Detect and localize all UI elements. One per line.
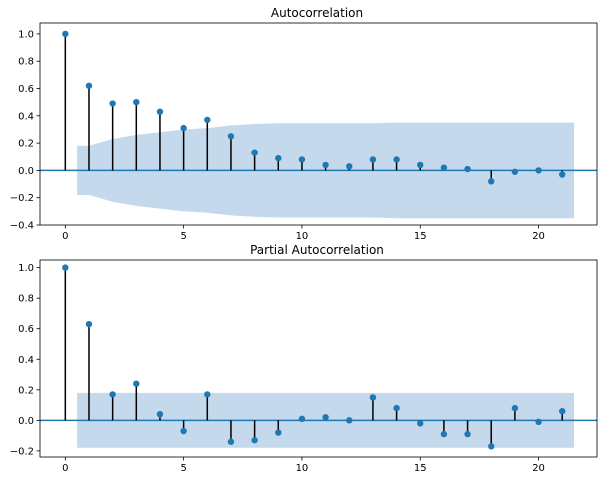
autocorrelation-point-lag-21 bbox=[559, 171, 566, 178]
partial-autocorrelation-point-lag-10 bbox=[298, 415, 306, 423]
partial-autocorrelation-panel: Partial Autocorrelation 0 5 10 15 20 −0.2 0.0… bbox=[10, 243, 598, 474]
partial-autocorrelation-y-tick-label-3: 0.4 bbox=[18, 355, 34, 366]
autocorrelation-y-tick-label-6: 0.8 bbox=[18, 57, 34, 68]
autocorrelation-point-lag-19 bbox=[511, 168, 519, 175]
autocorrelation-point-lag-7 bbox=[227, 133, 235, 140]
autocorrelation-x-tick-label-15: 15 bbox=[414, 231, 427, 242]
autocorrelation-point-lag-5 bbox=[180, 124, 187, 132]
autocorrelation-point-lag-2 bbox=[109, 100, 116, 107]
partial-autocorrelation-point-lag-11 bbox=[322, 414, 329, 421]
partial-autocorrelation-point-lag-1 bbox=[85, 320, 93, 328]
autocorrelation-point-lag-6 bbox=[204, 116, 211, 124]
autocorrelation-panel: Autocorrelation 0 5 10 15 20 −0.4 −0.2 0.0 0.2 0… bbox=[10, 6, 598, 242]
partial-autocorrelation-y-tick-label-0: −0.2 bbox=[10, 446, 34, 457]
partial-autocorrelation-point-lag-9 bbox=[275, 429, 282, 436]
partial-autocorrelation-y-tick-label-5: 0.8 bbox=[18, 294, 34, 305]
partial-autocorrelation-x-tick-label-0: 0 bbox=[62, 463, 68, 474]
autocorrelation-point-lag-13 bbox=[369, 156, 377, 163]
partial-autocorrelation-point-lag-21 bbox=[559, 407, 566, 415]
partial-autocorrelation-point-lag-3 bbox=[133, 380, 140, 387]
autocorrelation-point-lag-4 bbox=[156, 108, 164, 115]
partial-autocorrelation-x-ticks: 0 5 10 15 20 bbox=[62, 457, 545, 474]
autocorrelation-x-tick-label-0: 0 bbox=[62, 231, 68, 242]
autocorrelation-y-tick-label-3: 0.2 bbox=[18, 139, 34, 150]
autocorrelation-point-lag-20 bbox=[535, 167, 542, 174]
partial-autocorrelation-stems bbox=[64, 267, 563, 447]
autocorrelation-x-tick-label-10: 10 bbox=[296, 231, 309, 242]
partial-autocorrelation-title: Partial Autocorrelation bbox=[250, 243, 384, 257]
partial-autocorrelation-point-lag-17 bbox=[464, 430, 471, 438]
partial-autocorrelation-axes-box bbox=[39, 259, 598, 458]
partial-autocorrelation-x-tick-label-15: 15 bbox=[414, 463, 427, 474]
autocorrelation-point-lag-3 bbox=[133, 98, 140, 106]
autocorrelation-y-tick-label-5: 0.6 bbox=[18, 84, 34, 95]
partial-autocorrelation-y-tick-label-2: 0.2 bbox=[18, 385, 34, 396]
partial-autocorrelation-point-lag-2 bbox=[109, 391, 116, 398]
partial-autocorrelation-y-ticks: −0.2 0.0 0.2 0.4 0.6 0.8 1.0 bbox=[10, 263, 40, 457]
autocorrelation-y-tick-label-7: 1.0 bbox=[18, 29, 34, 40]
autocorrelation-title: Autocorrelation bbox=[271, 6, 363, 20]
partial-autocorrelation-axes-frame bbox=[39, 259, 598, 458]
partial-autocorrelation-y-tick-label-6: 1.0 bbox=[18, 263, 34, 274]
autocorrelation-point-lag-15 bbox=[417, 161, 424, 169]
autocorrelation-point-lag-16 bbox=[440, 164, 448, 171]
partial-autocorrelation-point-lag-4 bbox=[156, 411, 164, 418]
autocorrelation-y-tick-label-2: 0.0 bbox=[18, 166, 34, 177]
partial-autocorrelation-point-lag-12 bbox=[346, 417, 353, 424]
partial-autocorrelation-point-lag-20 bbox=[535, 418, 542, 426]
partial-autocorrelation-point-lag-8 bbox=[251, 437, 258, 444]
partial-autocorrelation-point-lag-6 bbox=[204, 391, 211, 398]
partial-autocorrelation-y-tick-label-1: 0.0 bbox=[18, 416, 34, 427]
autocorrelation-x-ticks: 0 5 10 15 20 bbox=[62, 225, 545, 242]
partial-autocorrelation-point-lag-16 bbox=[440, 430, 448, 438]
autocorrelation-point-lag-12 bbox=[346, 163, 353, 170]
partial-autocorrelation-point-lag-18 bbox=[488, 443, 495, 450]
autocorrelation-point-lag-18 bbox=[488, 178, 495, 185]
autocorrelation-x-tick-label-20: 20 bbox=[532, 231, 545, 242]
autocorrelation-point-lag-1 bbox=[85, 82, 93, 89]
partial-autocorrelation-x-tick-label-10: 10 bbox=[296, 463, 309, 474]
autocorrelation-y-tick-label-0: −0.4 bbox=[10, 221, 34, 232]
autocorrelation-y-ticks: −0.4 −0.2 0.0 0.2 0.4 0.6 0.8 1.0 bbox=[10, 29, 40, 232]
partial-autocorrelation-y-tick-label-4: 0.6 bbox=[18, 324, 34, 335]
autocorrelation-point-lag-0 bbox=[62, 30, 69, 38]
partial-autocorrelation-x-tick-label-5: 5 bbox=[180, 463, 186, 474]
partial-autocorrelation-point-lag-0 bbox=[62, 264, 69, 271]
partial-autocorrelation-x-tick-label-20: 20 bbox=[532, 463, 545, 474]
autocorrelation-axes-frame bbox=[39, 22, 598, 226]
partial-autocorrelation-point-lag-7 bbox=[227, 438, 235, 445]
autocorrelation-point-lag-14 bbox=[393, 156, 400, 163]
autocorrelation-y-tick-label-1: −0.2 bbox=[10, 193, 34, 204]
partial-autocorrelation-point-lag-14 bbox=[393, 404, 400, 412]
autocorrelation-point-lag-10 bbox=[298, 156, 306, 163]
partial-autocorrelation-point-lag-13 bbox=[369, 394, 377, 401]
autocorrelation-point-lag-8 bbox=[251, 149, 258, 156]
autocorrelation-x-tick-label-5: 5 bbox=[180, 231, 186, 242]
partial-autocorrelation-markers bbox=[62, 264, 566, 450]
autocorrelation-point-lag-17 bbox=[464, 165, 471, 173]
autocorrelation-y-tick-label-4: 0.4 bbox=[18, 111, 34, 122]
autocorrelation-point-lag-9 bbox=[275, 154, 282, 162]
partial-autocorrelation-point-lag-5 bbox=[180, 427, 187, 435]
autocorrelation-markers bbox=[62, 30, 566, 185]
partial-autocorrelation-point-lag-19 bbox=[511, 404, 519, 412]
autocorrelation-axes-box bbox=[39, 22, 598, 226]
partial-autocorrelation-point-lag-15 bbox=[417, 420, 424, 427]
autocorrelation-point-lag-11 bbox=[322, 161, 329, 169]
